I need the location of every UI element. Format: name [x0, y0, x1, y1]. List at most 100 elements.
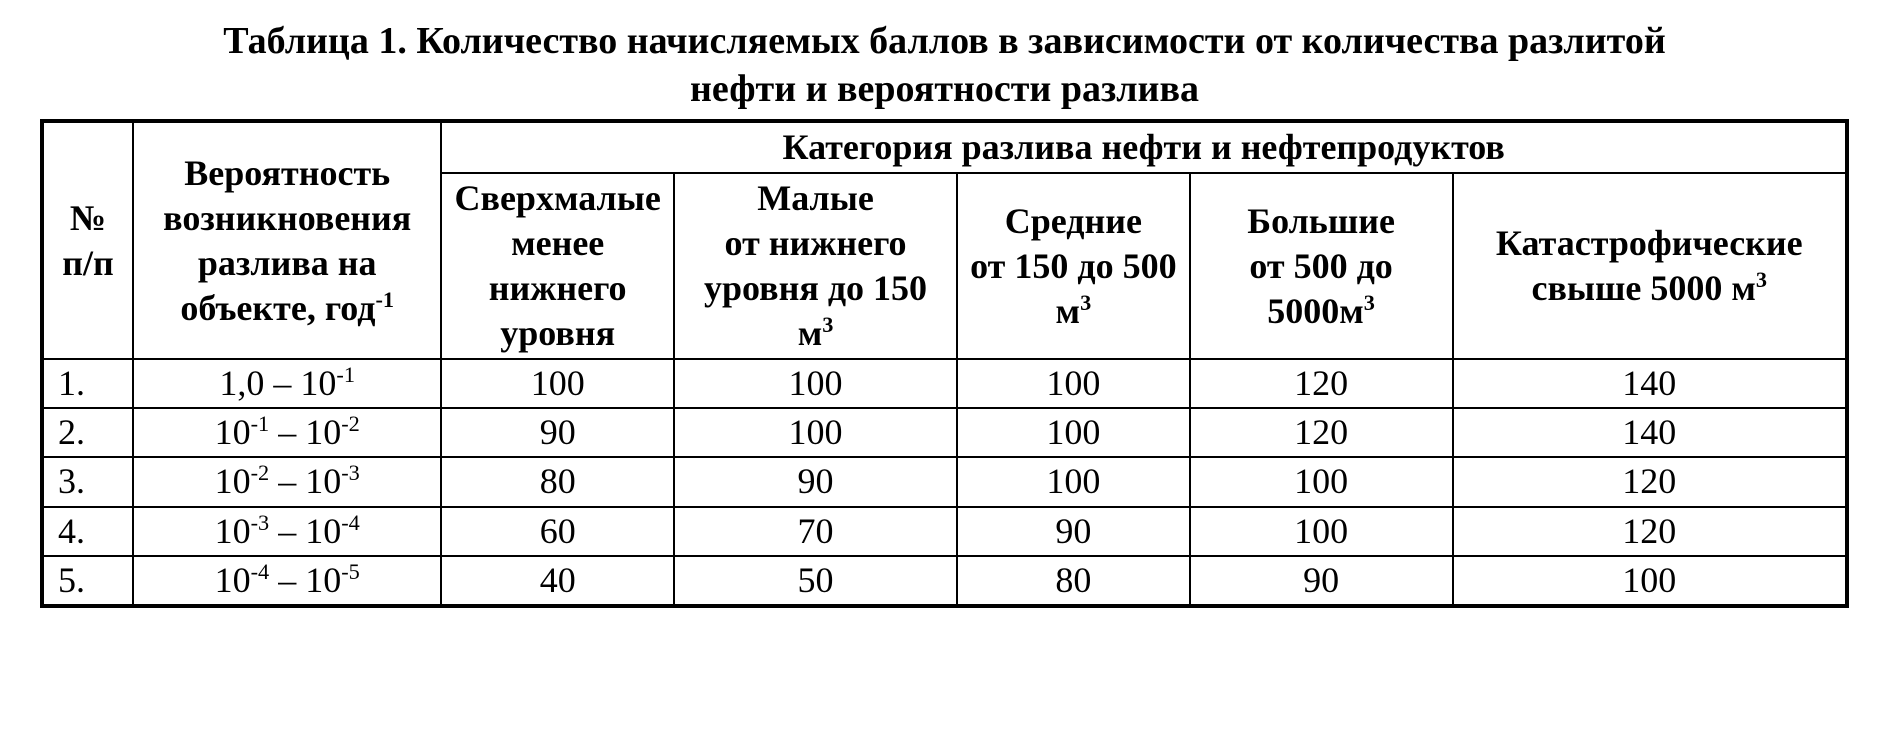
- col-header-probability-exp: -1: [375, 287, 394, 312]
- cell-value-text: 100: [1294, 461, 1348, 501]
- cell-num: 4.: [42, 507, 133, 556]
- cell-value-text: 100: [1622, 560, 1676, 600]
- cell-value-text: 90: [540, 412, 576, 452]
- cell-value-text: 50: [798, 560, 834, 600]
- cell-value: 100: [441, 359, 674, 408]
- cell-value: 90: [1190, 556, 1453, 606]
- cell-value: 60: [441, 507, 674, 556]
- prob-b: 10: [300, 363, 336, 403]
- col-header-cat-4-exp: 3: [1364, 290, 1375, 315]
- col-header-cat-5: Катастрофические свыше 5000 м3: [1453, 173, 1847, 359]
- cell-value: 140: [1453, 359, 1847, 408]
- cell-value-text: 90: [798, 461, 834, 501]
- cell-value: 50: [674, 556, 957, 606]
- table-row: 1.1,0 – 10-1100100100120140: [42, 359, 1847, 408]
- cell-value: 100: [1190, 507, 1453, 556]
- cell-value-text: 100: [1046, 412, 1100, 452]
- col-header-cat-3: Средние от 150 до 500 м3: [957, 173, 1190, 359]
- cell-value: 120: [1453, 457, 1847, 506]
- col-header-cat-3-name: Средние: [1005, 201, 1142, 241]
- cell-value-text: 100: [1046, 461, 1100, 501]
- cell-value-text: 100: [789, 412, 843, 452]
- cell-value: 40: [441, 556, 674, 606]
- cell-num: 1.: [42, 359, 133, 408]
- table-row: 3. 10-2 – 10-3 80 90 100 100 120: [42, 457, 1847, 506]
- col-header-category-group-text: Категория разлива нефти и нефтепродуктов: [783, 127, 1505, 167]
- prob-b: 10: [305, 461, 341, 501]
- cell-num: 5.: [42, 556, 133, 606]
- prob-a-exp: -1: [251, 411, 270, 436]
- cell-value-text: 120: [1622, 511, 1676, 551]
- col-header-cat-4-range: от 500 до 5000м: [1249, 246, 1392, 331]
- table-row: 4.10-3 – 10-460 70 90 100 120: [42, 507, 1847, 556]
- cell-value-text: 70: [798, 511, 834, 551]
- score-table: № п/п Вероятность возникновения разлива …: [40, 119, 1849, 608]
- cell-probability: 1,0 – 10-1: [133, 359, 441, 408]
- cell-value: 100: [674, 359, 957, 408]
- col-header-category-group: Категория разлива нефти и нефтепродуктов: [441, 121, 1847, 173]
- col-header-cat-4: Большие от 500 до 5000м3: [1190, 173, 1453, 359]
- prob-b-exp: -2: [341, 411, 360, 436]
- cell-value: 140: [1453, 408, 1847, 457]
- cell-value: 120: [1453, 507, 1847, 556]
- col-header-cat-5-exp: 3: [1756, 267, 1767, 292]
- prob-a: 1,0: [219, 363, 264, 403]
- col-header-cat-4-name: Большие: [1247, 201, 1395, 241]
- col-header-cat-5-range: свыше 5000 м: [1531, 268, 1755, 308]
- col-header-cat-3-exp: 3: [1080, 290, 1091, 315]
- col-header-cat-2-exp: 3: [822, 312, 833, 337]
- cell-probability: 10-4 – 10-5: [133, 556, 441, 606]
- table-row: 5.10-4 – 10-540 50 80 90 100: [42, 556, 1847, 606]
- col-header-cat-2-range: от нижнего уровня до 150 м: [704, 223, 927, 353]
- prob-b: 10: [305, 511, 341, 551]
- cell-probability: 10-1 – 10-2: [133, 408, 441, 457]
- prob-b: 10: [305, 560, 341, 600]
- cell-value: 100: [1190, 457, 1453, 506]
- cell-value-text: 100: [1046, 363, 1100, 403]
- cell-value: 100: [1453, 556, 1847, 606]
- cell-value-text: 140: [1622, 363, 1676, 403]
- prob-a-exp: -4: [251, 559, 270, 584]
- table-body: 1.1,0 – 10-11001001001201402.10-1 – 10-2…: [42, 359, 1847, 606]
- cell-value-text: 120: [1622, 461, 1676, 501]
- cell-value: 70: [674, 507, 957, 556]
- prob-b-exp: -4: [341, 510, 360, 535]
- col-header-cat-2-name: Малые: [757, 178, 874, 218]
- prob-a: 10: [215, 461, 251, 501]
- prob-a: 10: [215, 511, 251, 551]
- caption-line-2: нефти и вероятности разлива: [690, 68, 1199, 110]
- prob-b-exp: -1: [336, 362, 355, 387]
- cell-value: 80: [441, 457, 674, 506]
- cell-num: 3.: [42, 457, 133, 506]
- cell-value: 100: [674, 408, 957, 457]
- cell-value-text: 90: [1055, 511, 1091, 551]
- prob-a-exp: -2: [251, 460, 270, 485]
- prob-a-exp: -3: [251, 510, 270, 535]
- table-caption: Таблица 1. Количество начисляемых баллов…: [55, 18, 1835, 113]
- cell-value-text: 100: [1294, 511, 1348, 551]
- prob-b-exp: -5: [341, 559, 360, 584]
- cell-probability: 10-3 – 10-4: [133, 507, 441, 556]
- prob-a: 10: [215, 412, 251, 452]
- col-header-cat-2: Малые от нижнего уровня до 150 м3: [674, 173, 957, 359]
- cell-value-text: 120: [1294, 412, 1348, 452]
- col-header-cat-3-range: от 150 до 500 м: [970, 246, 1176, 331]
- prob-a: 10: [215, 560, 251, 600]
- cell-num-text: 3.: [58, 461, 85, 501]
- cell-value: 90: [674, 457, 957, 506]
- cell-value-text: 140: [1622, 412, 1676, 452]
- col-header-num: № п/п: [42, 121, 133, 359]
- col-header-cat-5-name: Катастрофические: [1496, 223, 1803, 263]
- col-header-cat-1-name: Сверхмалые: [455, 178, 661, 218]
- cell-value-text: 100: [531, 363, 585, 403]
- col-header-num-text: № п/п: [62, 198, 114, 283]
- cell-num: 2.: [42, 408, 133, 457]
- cell-value: 90: [957, 507, 1190, 556]
- cell-value-text: 80: [540, 461, 576, 501]
- cell-value-text: 100: [789, 363, 843, 403]
- col-header-probability: Вероятность возникновения разлива на объ…: [133, 121, 441, 359]
- cell-probability: 10-2 – 10-3: [133, 457, 441, 506]
- cell-num-text: 1.: [58, 363, 85, 403]
- prob-b-exp: -3: [341, 460, 360, 485]
- cell-value-text: 80: [1055, 560, 1091, 600]
